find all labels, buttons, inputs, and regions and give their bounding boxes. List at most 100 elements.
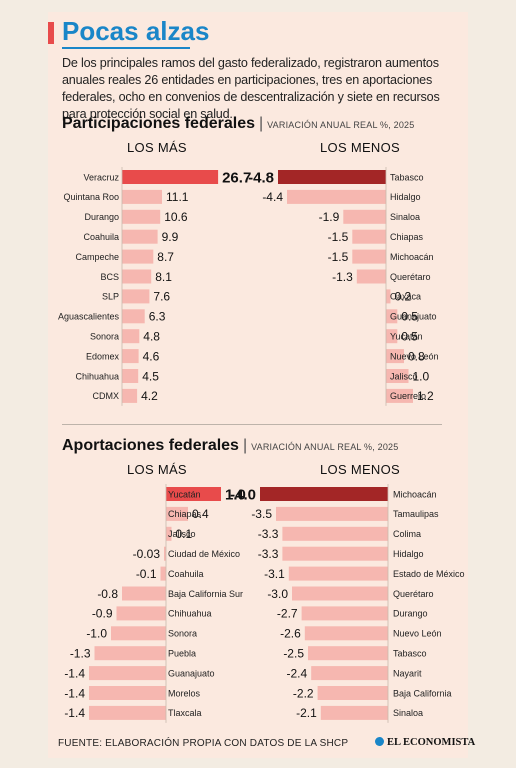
bar — [317, 686, 388, 700]
category-label: Durango — [84, 212, 119, 222]
section-title-aportaciones: Aportaciones federales | VARIACIÓN ANUAL R… — [62, 437, 399, 454]
title-underline — [62, 47, 190, 49]
category-label: Edomex — [86, 351, 120, 361]
category-label: BCS — [100, 272, 119, 282]
bar — [166, 487, 221, 501]
section-title-text: Aportaciones federales — [62, 437, 239, 454]
value-label: -4.0 — [230, 486, 256, 503]
value-label: -3.1 — [264, 567, 285, 581]
category-label: Nuevo León — [393, 629, 442, 639]
heading-los-mas-1: LOS MÁS — [127, 140, 187, 155]
category-label: Hidalgo — [393, 549, 424, 559]
category-label: SLP — [102, 292, 119, 302]
bar — [122, 209, 161, 224]
bar — [122, 586, 166, 601]
value-label: -0.03 — [133, 547, 161, 561]
value-label: 1.0 — [413, 369, 430, 383]
category-label: Nuevo León — [390, 351, 439, 361]
value-label: -0.9 — [92, 607, 113, 621]
value-label: -3.0 — [267, 587, 288, 601]
bar — [164, 546, 166, 561]
category-label: Ciudad de México — [168, 549, 240, 559]
bar — [282, 546, 388, 561]
category-label: Tabasco — [393, 649, 427, 659]
bar — [386, 388, 413, 403]
value-label: -1.3 — [332, 270, 353, 284]
category-label: Hidalgo — [390, 192, 421, 202]
value-label: 0.8 — [408, 349, 425, 363]
value-label: 0.5 — [401, 310, 418, 324]
value-label: -1.5 — [328, 250, 349, 264]
value-label: -2.6 — [280, 627, 301, 641]
category-label: Sinaloa — [390, 212, 420, 222]
bar — [166, 506, 188, 521]
category-label: Yucatán — [390, 332, 423, 342]
category-label: Chihuahua — [168, 609, 212, 619]
value-label: -0.8 — [97, 587, 118, 601]
source-note: FUENTE: ELABORACIÓN PROPIA CON DATOS DE … — [58, 738, 349, 749]
bar — [94, 646, 166, 661]
bar — [89, 666, 166, 681]
bar — [122, 329, 140, 344]
bar — [278, 170, 386, 184]
category-label: Tabasco — [390, 172, 424, 182]
bar — [122, 289, 150, 304]
value-label: 4.2 — [141, 389, 158, 403]
value-label: -1.5 — [328, 230, 349, 244]
category-label: Coahuila — [168, 569, 204, 579]
bar — [386, 289, 391, 304]
bar — [292, 586, 388, 601]
section-title-participaciones: Participaciones federales | VARIACIÓN ANUA… — [62, 115, 415, 132]
value-label: -2.7 — [277, 607, 298, 621]
bar — [122, 369, 139, 383]
category-label: Baja California Sur — [168, 589, 243, 599]
category-label: Tamaulipas — [393, 509, 439, 519]
heading-los-menos-1: LOS MENOS — [320, 140, 400, 155]
category-label: Guanajuato — [168, 668, 215, 678]
bar — [288, 566, 388, 581]
value-label: 6.3 — [149, 310, 166, 324]
value-label: -3.3 — [258, 547, 279, 561]
value-label: -2.2 — [293, 686, 314, 700]
category-label: Tlaxcala — [168, 708, 202, 718]
value-label: -1.9 — [319, 210, 340, 224]
bar — [122, 388, 138, 403]
value-label: 4.6 — [143, 349, 160, 363]
bar — [301, 606, 388, 621]
value-label: 0.2 — [395, 290, 412, 304]
bar — [122, 269, 152, 284]
section-divider — [62, 424, 442, 425]
bar — [160, 566, 166, 581]
bar — [352, 229, 387, 244]
category-label: Coahuila — [83, 232, 119, 242]
category-label: Sinaloa — [393, 708, 423, 718]
section-title-text: Participaciones federales — [62, 115, 255, 132]
value-label: -1.4 — [64, 686, 85, 700]
bar — [308, 646, 388, 661]
value-label: 4.8 — [143, 330, 160, 344]
category-label: Puebla — [168, 649, 196, 659]
bar — [122, 349, 139, 364]
category-label: Oaxaca — [390, 292, 421, 302]
value-label: 8.1 — [155, 270, 172, 284]
value-label: 0.4 — [192, 507, 209, 521]
category-label: Morelos — [168, 688, 201, 698]
category-label: Nayarit — [393, 668, 422, 678]
value-label: -1.0 — [86, 627, 107, 641]
value-label: 9.9 — [162, 230, 179, 244]
value-label: 1.0 — [225, 486, 246, 503]
section-subtitle: VARIACIÓN ANUAL REAL %, 2025 — [251, 442, 399, 452]
category-label: Jalisco — [168, 529, 196, 539]
value-label: -4.4 — [262, 190, 283, 204]
value-label: -3.3 — [258, 527, 279, 541]
bar — [89, 686, 166, 700]
bar — [304, 626, 388, 641]
category-label: Michoacán — [390, 252, 434, 262]
value-label: -1.3 — [70, 647, 91, 661]
category-label: Querétaro — [393, 589, 434, 599]
heading-los-menos-2: LOS MENOS — [320, 462, 400, 477]
category-label: Jalisco — [390, 371, 418, 381]
category-label: Chiapas — [168, 509, 202, 519]
category-label: Guanajuato — [390, 312, 437, 322]
section-subtitle: VARIACIÓN ANUAL REAL %, 2025 — [267, 120, 415, 130]
